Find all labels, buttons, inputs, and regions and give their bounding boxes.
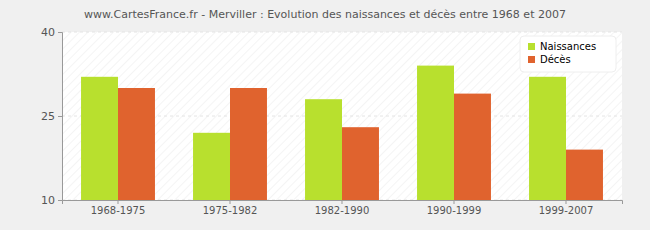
legend-swatch <box>528 56 535 63</box>
x-tick: 1968-1975 <box>91 200 146 216</box>
bar <box>342 127 379 200</box>
x-tick-mark <box>342 200 343 204</box>
y-axis: 10 25 40 <box>41 26 63 207</box>
legend-box <box>520 36 616 72</box>
bar <box>118 88 155 200</box>
x-tick: 1999-2007 <box>539 200 594 216</box>
bar <box>305 99 342 200</box>
legend-label: Décès <box>540 54 571 65</box>
y-tick-label: 25 <box>41 110 55 123</box>
y-tick-mark <box>58 116 62 117</box>
y-tick: 10 <box>41 194 62 207</box>
x-axis: 1968-1975 1975-1982 1982-1990 1990-1999 1999… <box>63 200 623 216</box>
x-tick: 1982-1990 <box>315 200 370 216</box>
x-tick-mark <box>454 200 455 204</box>
x-tick: 1975-1982 <box>203 200 258 216</box>
x-tick-mark <box>230 200 231 204</box>
bar <box>566 150 603 200</box>
bar <box>529 77 566 200</box>
bars <box>81 66 603 200</box>
y-tick: 25 <box>41 110 62 123</box>
title: www.CartesFrance.fr - Merviller : Evolut… <box>84 8 566 21</box>
x-tick: 1990-1999 <box>427 200 482 216</box>
legend-label: Naissances <box>540 41 596 52</box>
bar <box>230 88 267 200</box>
bar <box>81 77 118 200</box>
x-tick-label: 1990-1999 <box>427 205 482 216</box>
bar <box>193 133 230 200</box>
y-tick-label: 40 <box>41 26 55 39</box>
y-axis-line <box>58 33 63 201</box>
plot-background <box>62 32 622 200</box>
y-tick: 40 <box>41 26 62 39</box>
x-tick-label: 1982-1990 <box>315 205 370 216</box>
bar <box>454 94 491 200</box>
x-axis-line <box>63 201 623 205</box>
y-tick-mark <box>58 32 62 33</box>
x-tick-mark <box>566 200 567 204</box>
legend: Naissances Décès <box>520 36 616 72</box>
y-tick-mark <box>58 200 62 201</box>
bar <box>417 66 454 200</box>
x-tick-label: 1975-1982 <box>203 205 258 216</box>
y-tick-label: 10 <box>41 194 55 207</box>
chart: www.CartesFrance.fr - Merviller : Evolut… <box>0 0 650 230</box>
x-tick-label: 1999-2007 <box>539 205 594 216</box>
x-tick-mark <box>118 200 119 204</box>
legend-swatch <box>528 43 535 50</box>
grid-line <box>62 32 622 33</box>
x-tick-label: 1968-1975 <box>91 205 146 216</box>
